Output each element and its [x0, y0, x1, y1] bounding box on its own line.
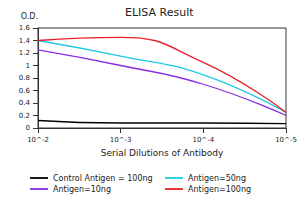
svg-text:Antigen=50ng: Antigen=50ng: [188, 174, 246, 183]
svg-text:O.D.: O.D.: [21, 12, 38, 21]
svg-text:1.6: 1.6: [19, 24, 31, 32]
svg-text:Antigen=10ng: Antigen=10ng: [53, 185, 111, 194]
svg-text:10^-4: 10^-4: [192, 136, 214, 144]
svg-text:0.8: 0.8: [19, 74, 30, 82]
svg-text:1.4: 1.4: [19, 37, 31, 45]
svg-text:ELISA Result: ELISA Result: [125, 6, 194, 19]
svg-text:10^-3: 10^-3: [110, 136, 132, 144]
svg-text:0.4: 0.4: [19, 99, 31, 107]
svg-text:Serial Dilutions of Antibody: Serial Dilutions of Antibody: [101, 148, 224, 158]
svg-text:Antigen=100ng: Antigen=100ng: [188, 185, 251, 194]
svg-text:10^-2: 10^-2: [27, 136, 49, 144]
svg-text:1: 1: [26, 62, 30, 70]
svg-text:0: 0: [26, 124, 30, 132]
svg-text:10^-5: 10^-5: [275, 136, 297, 144]
svg-text:1.2: 1.2: [19, 49, 30, 57]
svg-text:0.6: 0.6: [19, 87, 31, 95]
svg-text:0.2: 0.2: [19, 112, 30, 120]
svg-text:Control Antigen = 100ng: Control Antigen = 100ng: [53, 174, 153, 183]
